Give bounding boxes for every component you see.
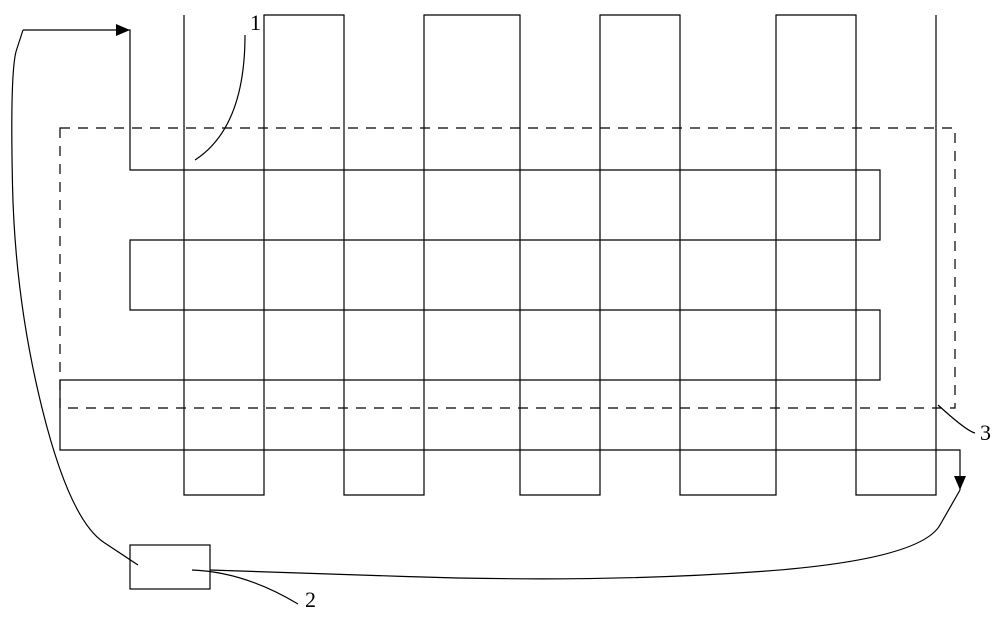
label-l1: 1 xyxy=(250,10,261,35)
diagram-svg: 1 2 3 xyxy=(0,0,1000,626)
callout-labels: 1 2 3 xyxy=(192,10,991,612)
vertical-serpentine-pipe xyxy=(184,15,936,495)
diagram-canvas: 1 2 3 xyxy=(0,0,1000,626)
flow-connectors xyxy=(12,30,966,579)
horizontal-serpentine-pipe xyxy=(23,24,960,490)
label-l3: 3 xyxy=(980,420,991,445)
component-box-2 xyxy=(130,545,210,589)
label-l2: 2 xyxy=(305,587,316,612)
